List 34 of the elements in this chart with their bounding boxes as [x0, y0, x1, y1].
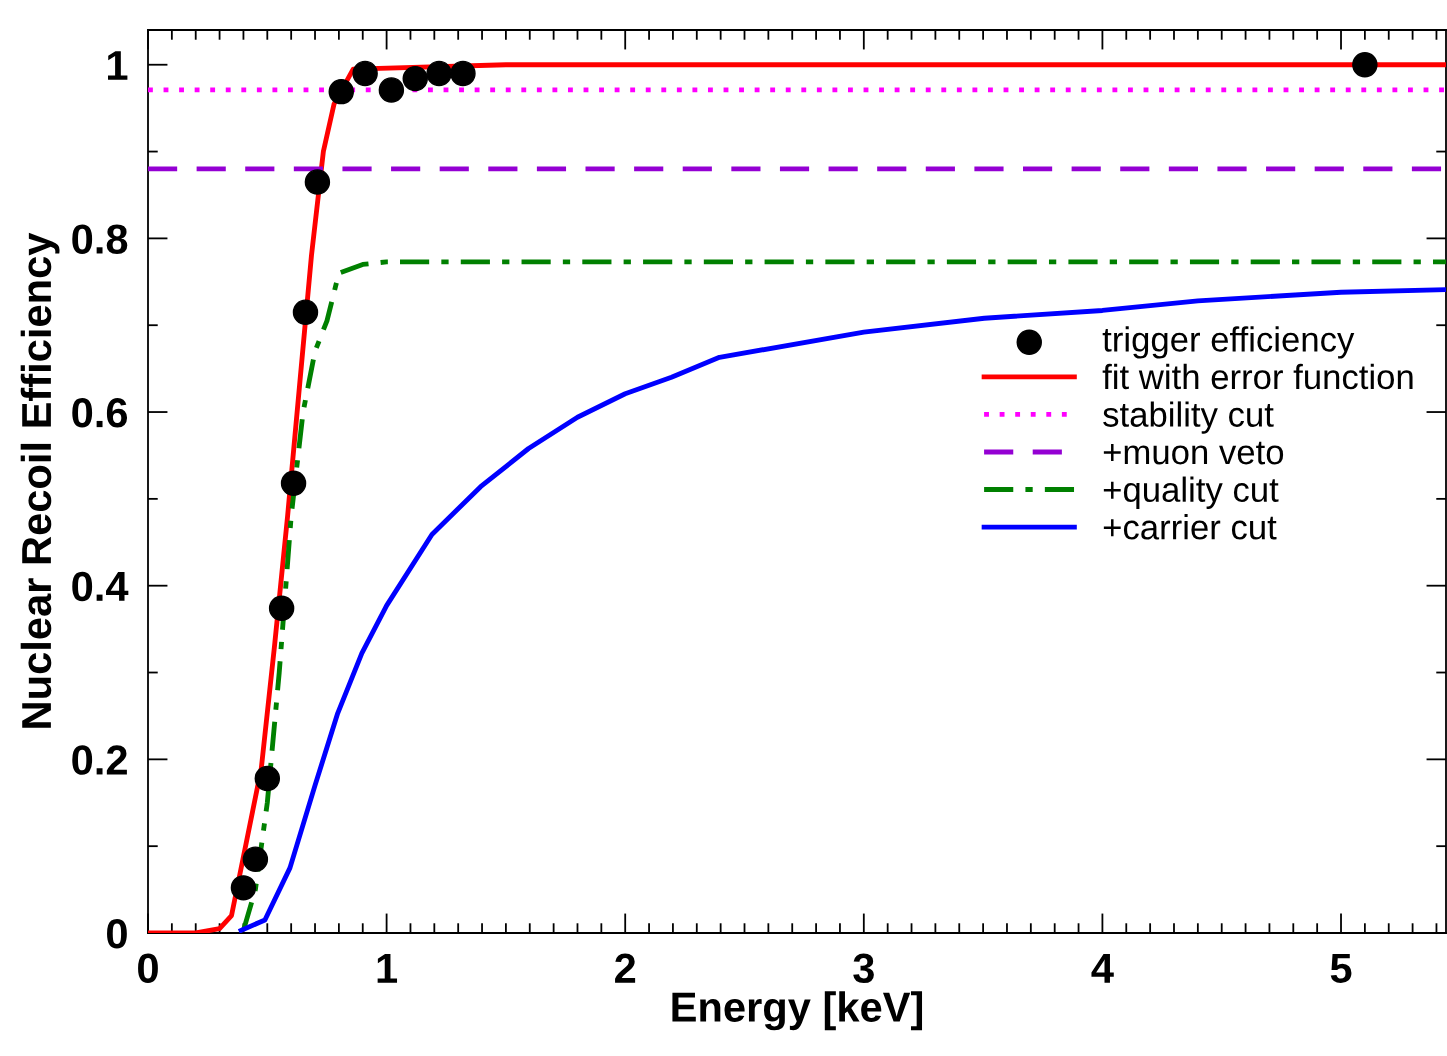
y-tick-label: 1	[108, 51, 128, 80]
y-tick-label: 0	[107, 919, 127, 949]
legend-label: trigger efficiency	[1102, 326, 1355, 359]
x-tick-label: 2	[615, 953, 636, 983]
point	[292, 299, 319, 325]
legend-label: +quality cut	[1103, 476, 1279, 509]
legend-label: +carrier cut	[1103, 514, 1277, 540]
point	[402, 65, 428, 92]
x-axis-title: Energy [keV]	[672, 991, 923, 1031]
point	[304, 169, 331, 195]
point	[328, 78, 354, 105]
y-tick-label: 0.6	[72, 398, 128, 428]
point	[254, 765, 281, 792]
x-tick-label: 3	[853, 953, 874, 984]
y-axis-title: Nuclear Recoil Efficiency	[20, 232, 60, 728]
point	[280, 470, 307, 496]
point	[230, 875, 257, 901]
point	[268, 595, 295, 621]
y-tick-label: 0.8	[72, 224, 128, 254]
x-tick-label: 5	[1330, 953, 1352, 984]
legend-label: fit with error function	[1102, 363, 1413, 390]
legend-label: +muon veto	[1103, 441, 1284, 465]
legend-label: stability cut	[1103, 401, 1274, 434]
point	[1352, 52, 1378, 78]
x-tick-label: 0	[138, 953, 158, 984]
y-tick-label: 0.2	[72, 745, 127, 775]
point	[450, 60, 476, 87]
x-tick-label: 1	[377, 953, 398, 983]
point	[352, 60, 378, 87]
x-tick-label: 4	[1091, 953, 1114, 983]
point	[242, 846, 269, 872]
y-tick-label: 0.4	[72, 571, 129, 602]
point	[378, 77, 405, 103]
point	[426, 60, 452, 87]
